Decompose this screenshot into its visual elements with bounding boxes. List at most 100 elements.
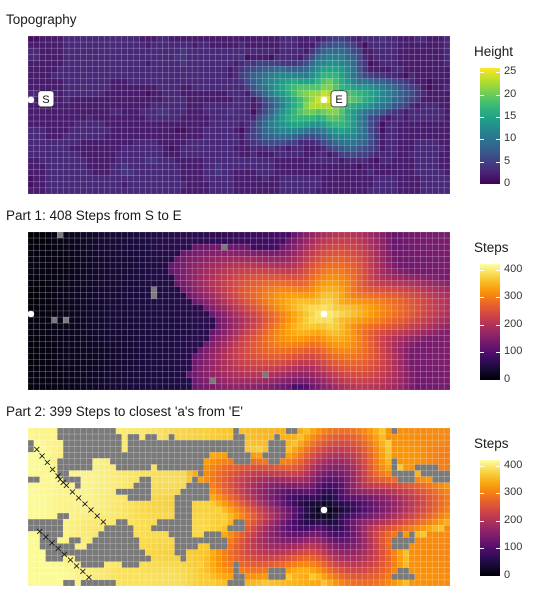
heatmap-cell — [314, 163, 322, 171]
heatmap-cell — [420, 102, 427, 110]
heatmap-cell — [314, 310, 322, 318]
heatmap-cell — [74, 249, 82, 257]
heatmap-cell — [109, 439, 117, 447]
heatmap-cell — [314, 470, 322, 477]
heatmap-cell — [203, 439, 210, 447]
heatmap-cell — [438, 353, 445, 360]
heatmap-cell — [268, 96, 275, 104]
heatmap-cell — [57, 151, 64, 158]
heatmap-cell — [221, 187, 228, 194]
heatmap-cell — [432, 90, 439, 98]
heatmap-cell — [127, 249, 134, 257]
heatmap-cell — [244, 256, 252, 263]
heatmap-cell — [426, 464, 433, 471]
heatmap-cell — [291, 249, 298, 257]
heatmap-cell — [86, 41, 93, 49]
heatmap-cell — [355, 145, 363, 152]
heatmap-cell — [314, 181, 322, 189]
heatmap-cell — [133, 274, 140, 281]
heatmap-cell — [438, 464, 445, 471]
heatmap-cell — [320, 47, 328, 55]
heatmap-cell — [103, 41, 111, 49]
heatmap-cell — [391, 280, 398, 287]
heatmap-cell — [244, 120, 252, 128]
heatmap-cell — [291, 439, 298, 447]
heatmap-cell — [250, 60, 257, 67]
heatmap-cell — [397, 120, 404, 128]
heatmap-cell — [33, 518, 41, 526]
heatmap-cell — [133, 78, 140, 85]
heatmap-cell — [373, 328, 380, 336]
heatmap-cell — [273, 84, 281, 91]
heatmap-cell — [297, 341, 304, 348]
heatmap-cell — [244, 169, 252, 177]
heatmap-cell — [168, 237, 175, 245]
heatmap-cell — [45, 53, 52, 61]
heatmap-cell — [344, 353, 351, 360]
heatmap-cell — [344, 169, 351, 177]
heatmap-cell — [57, 268, 64, 275]
heatmap-cell — [215, 232, 222, 239]
heatmap-cell — [309, 439, 316, 447]
heatmap-cell — [279, 506, 287, 514]
heatmap-cell — [191, 187, 199, 194]
heatmap-cell — [344, 476, 351, 483]
heatmap-cell — [150, 232, 158, 239]
heatmap-cell — [103, 341, 111, 348]
heatmap-cell — [209, 433, 216, 441]
heatmap-cell — [385, 243, 392, 251]
heatmap-cell — [80, 458, 87, 465]
heatmap-cell — [273, 470, 281, 477]
heatmap-cell — [162, 72, 169, 79]
heatmap-cell — [291, 163, 298, 171]
heatmap-cell — [438, 482, 445, 490]
heatmap-cell — [197, 243, 205, 251]
heatmap-cell — [144, 232, 152, 239]
heatmap-cell — [98, 268, 105, 275]
heatmap-cell — [332, 428, 339, 435]
heatmap-cell — [144, 132, 152, 140]
heatmap-cell — [273, 237, 281, 245]
heatmap-cell — [139, 66, 146, 73]
heatmap-cell — [209, 232, 216, 239]
heatmap-cell — [191, 506, 199, 514]
heatmap-cell — [367, 132, 375, 140]
heatmap-cell — [414, 310, 421, 318]
heatmap-cell — [373, 145, 380, 152]
heatmap-cell — [144, 151, 152, 158]
heatmap-cell — [297, 163, 304, 171]
heatmap-cell — [127, 488, 134, 496]
heatmap-cell — [80, 175, 87, 183]
heatmap-cell — [402, 66, 410, 73]
heatmap-cell — [338, 66, 345, 73]
heatmap-cell — [385, 274, 392, 281]
heatmap-cell — [92, 163, 99, 171]
heatmap-cell — [45, 518, 52, 526]
heatmap-cell — [408, 347, 416, 354]
heatmap-cell — [127, 371, 134, 379]
heatmap-cell — [397, 274, 404, 281]
heatmap-cell — [33, 328, 41, 336]
heatmap-cell — [344, 120, 351, 128]
heatmap-cell — [197, 108, 205, 116]
heatmap-cell — [103, 256, 111, 263]
heatmap-cell — [144, 310, 152, 318]
heatmap-cell — [408, 359, 416, 367]
heatmap-cell — [127, 500, 134, 508]
heatmap-cell — [314, 256, 322, 263]
heatmap-cell — [273, 66, 281, 73]
heatmap-cell — [326, 445, 334, 453]
heatmap-cell — [232, 310, 240, 318]
heatmap-cell — [420, 169, 427, 177]
heatmap-cell — [273, 163, 281, 171]
heatmap-cell — [133, 494, 140, 502]
heatmap-cell — [355, 41, 363, 49]
heatmap-cell — [115, 335, 123, 342]
heatmap-cell — [221, 488, 228, 496]
heatmap-cell — [86, 377, 93, 385]
heatmap-cell — [350, 335, 357, 342]
heatmap-cell — [232, 151, 240, 158]
heatmap-cell — [127, 359, 134, 367]
heatmap-cell — [232, 268, 240, 275]
heatmap-cell — [443, 304, 450, 312]
